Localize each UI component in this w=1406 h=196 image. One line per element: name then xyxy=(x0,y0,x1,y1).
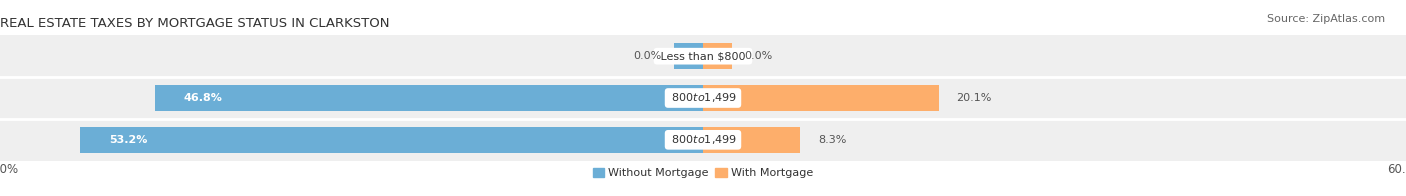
Text: $800 to $1,499: $800 to $1,499 xyxy=(668,133,738,146)
Text: 8.3%: 8.3% xyxy=(818,135,846,145)
Text: 20.1%: 20.1% xyxy=(956,93,991,103)
Bar xyxy=(0,119,1406,161)
Bar xyxy=(0,35,1406,77)
Text: Less than $800: Less than $800 xyxy=(657,51,749,61)
Bar xyxy=(673,43,703,69)
Bar xyxy=(703,127,800,153)
Legend: Without Mortgage, With Mortgage: Without Mortgage, With Mortgage xyxy=(588,163,818,183)
Text: 0.0%: 0.0% xyxy=(634,51,662,61)
Text: REAL ESTATE TAXES BY MORTGAGE STATUS IN CLARKSTON: REAL ESTATE TAXES BY MORTGAGE STATUS IN … xyxy=(0,17,389,30)
Text: 53.2%: 53.2% xyxy=(108,135,148,145)
Bar xyxy=(703,43,733,69)
Bar xyxy=(0,77,1406,119)
Bar xyxy=(155,85,703,111)
Bar xyxy=(80,127,703,153)
Text: 0.0%: 0.0% xyxy=(744,51,772,61)
Text: $800 to $1,499: $800 to $1,499 xyxy=(668,92,738,104)
Bar xyxy=(703,85,939,111)
Text: Source: ZipAtlas.com: Source: ZipAtlas.com xyxy=(1267,14,1385,24)
Text: 46.8%: 46.8% xyxy=(184,93,222,103)
